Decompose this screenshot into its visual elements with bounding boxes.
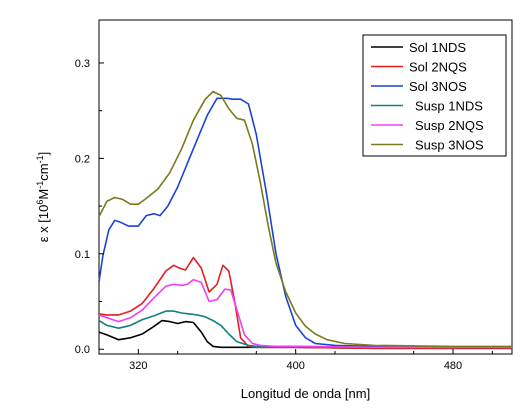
x-axis-label: Longitud de onda [nm] <box>241 386 370 401</box>
y-axis: 0.0 0.1 0.2 0.3 <box>75 58 104 356</box>
x-tick-label-320: 320 <box>129 360 147 372</box>
series-line-sol-2nqs <box>98 256 512 350</box>
series-line-susp-2nqs <box>98 278 512 349</box>
legend-label-susp-1nds: Susp 1NDS <box>415 99 483 114</box>
y-axis-label-base: ε x [10 <box>36 205 51 243</box>
y-axis-label-mid: M <box>36 189 51 200</box>
y-tick-label-0.3: 0.3 <box>75 58 90 70</box>
y-tick-label-0.2: 0.2 <box>75 153 90 165</box>
x-tick-label-400: 400 <box>286 360 304 372</box>
y-axis-label-mid2: cm <box>36 163 51 180</box>
series-layer <box>98 90 512 350</box>
legend-label-sol-1nds: Sol 1NDS <box>409 40 466 55</box>
y-tick-label-0.1: 0.1 <box>75 249 90 261</box>
plot-frame <box>98 19 513 355</box>
legend-label-sol-3nos: Sol 3NOS <box>409 79 467 94</box>
legend-items: Sol 1NDS Sol 2NQS Sol 3NOS Susp 1NDS Susp 2N… <box>371 40 484 153</box>
series-line-sol-3nos <box>98 97 512 349</box>
y-axis-label: ε x [106M-1cm-1] <box>35 152 51 242</box>
series-line-susp-3nos <box>98 90 512 348</box>
y-axis-label-exp3: -1 <box>35 155 45 163</box>
x-tick-label-480: 480 <box>444 360 462 372</box>
x-axis: 320 400 480 <box>129 349 493 372</box>
plot-area: 320 400 480 0.0 0.1 0.2 0.3 <box>75 19 513 372</box>
legend-box <box>362 34 507 157</box>
legend-label-susp-3nos: Susp 3NOS <box>415 138 484 153</box>
y-tick-label-0.0: 0.0 <box>75 344 90 356</box>
legend: Sol 1NDS Sol 2NQS Sol 3NOS Susp 1NDS Susp 2N… <box>362 34 507 157</box>
y-axis-label-end: ] <box>36 152 51 156</box>
legend-label-susp-2nqs: Susp 2NQS <box>415 118 484 133</box>
y-axis-label-exp1: 6 <box>35 200 45 205</box>
y-axis-label-exp2: -1 <box>35 181 45 189</box>
legend-label-sol-2nqs: Sol 2NQS <box>409 60 467 75</box>
